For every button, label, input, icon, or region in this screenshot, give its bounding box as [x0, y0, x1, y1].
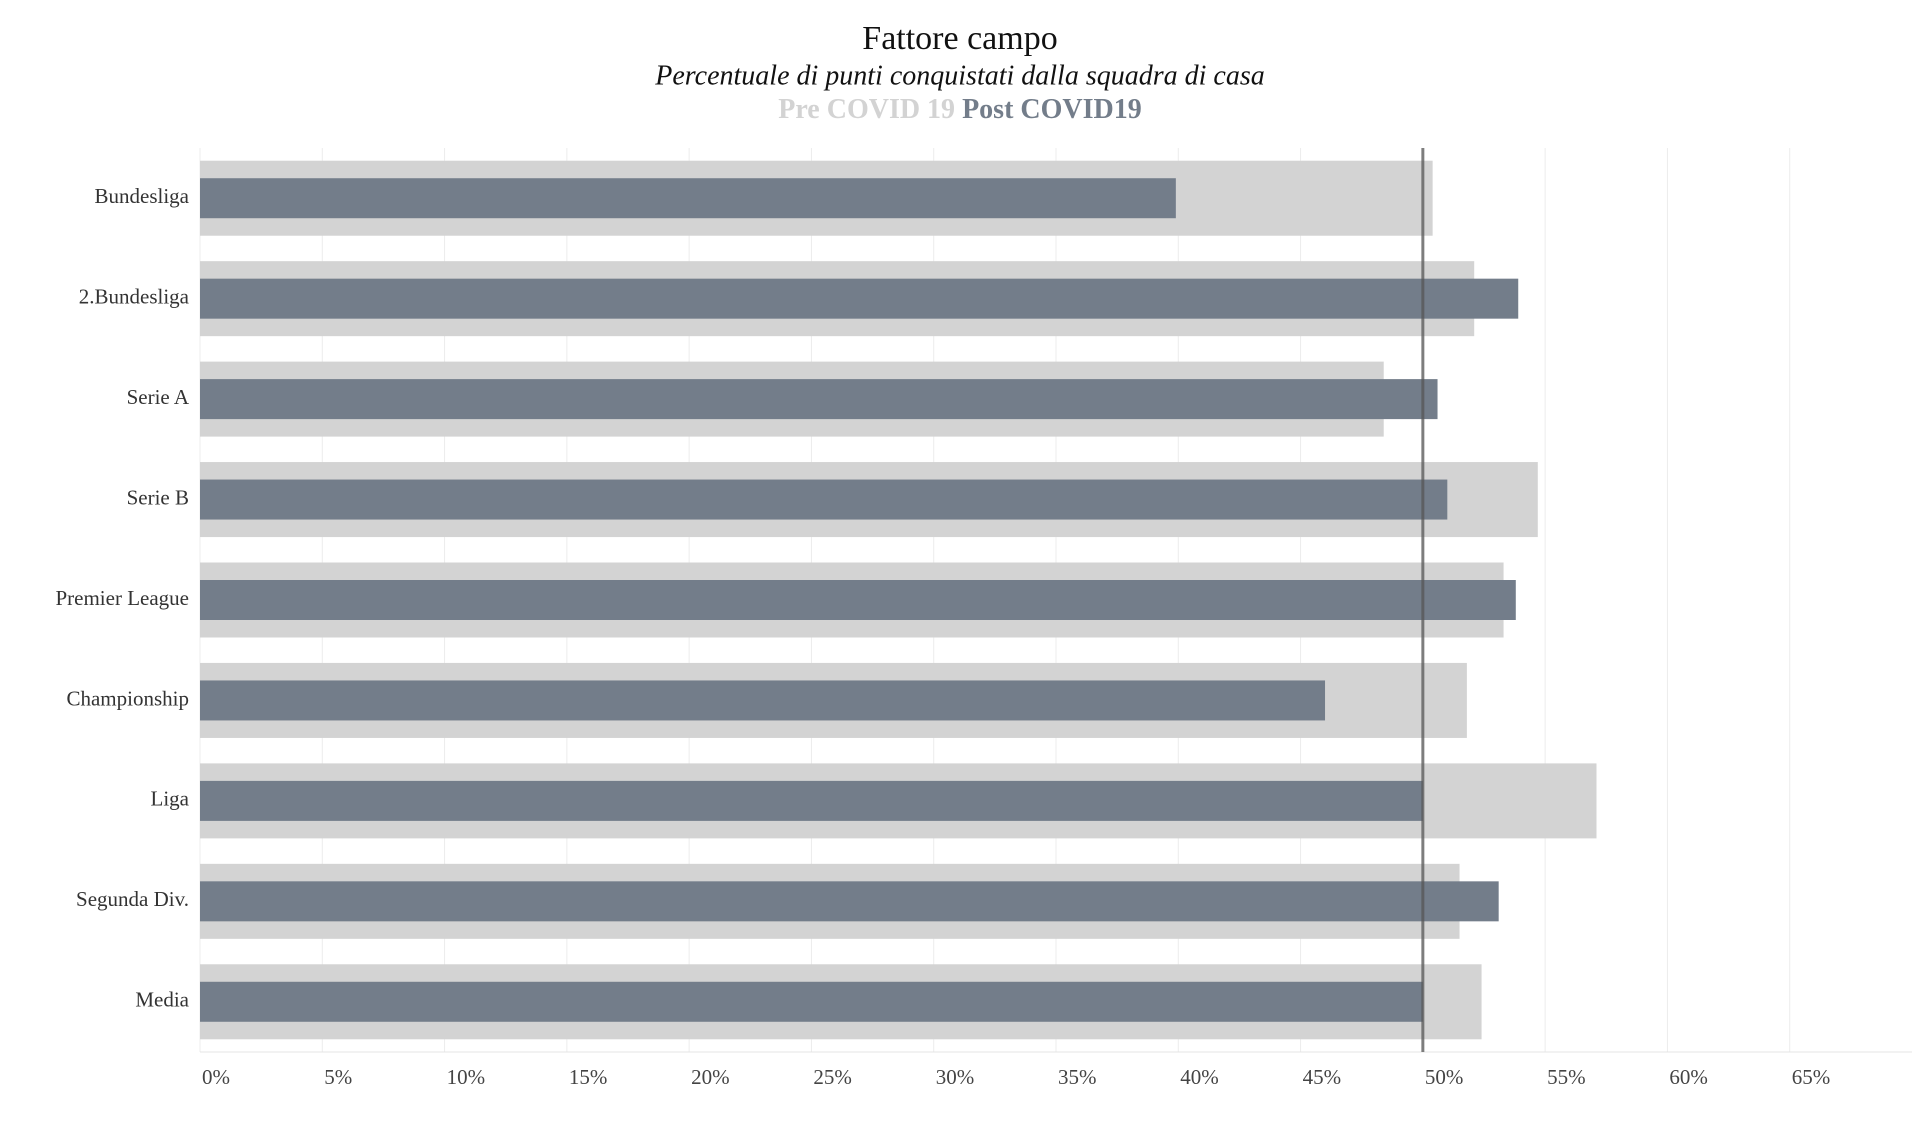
x-tick-label: 30%: [936, 1065, 975, 1089]
y-tick-label: Serie B: [127, 485, 189, 509]
bar: [200, 178, 1176, 219]
x-tick-label: 10%: [447, 1065, 486, 1089]
bar: [200, 278, 1519, 319]
x-tick-label: 5%: [324, 1065, 352, 1089]
chart-subtitle: Percentuale di punti conquistati dalla s…: [654, 60, 1264, 91]
x-tick-label: 0%: [202, 1065, 230, 1089]
y-tick-label: Media: [135, 988, 189, 1012]
x-tick-label: 45%: [1303, 1065, 1342, 1089]
bar: [200, 981, 1423, 1022]
x-tick-label: 25%: [813, 1065, 852, 1089]
y-tick-label: Premier League: [55, 586, 189, 610]
x-tick-label: 55%: [1547, 1065, 1586, 1089]
y-tick-label: Serie A: [127, 385, 190, 409]
x-tick-label: 65%: [1792, 1065, 1831, 1089]
x-tick-label: 40%: [1180, 1065, 1219, 1089]
y-tick-label: Segunda Div.: [76, 887, 189, 911]
chart-title: Fattore campo: [862, 20, 1057, 57]
x-tick-label: 15%: [569, 1065, 608, 1089]
bar: [200, 881, 1499, 922]
y-tick-label: 2.Bundesliga: [79, 284, 190, 308]
y-tick-label: Liga: [151, 787, 190, 811]
bar: [200, 780, 1423, 821]
bar: [200, 479, 1448, 520]
bar: [200, 680, 1326, 721]
legend-entry: Post COVID19: [962, 94, 1142, 125]
legend-entry: Pre COVID 19: [778, 94, 955, 125]
x-tick-label: 50%: [1425, 1065, 1464, 1089]
y-tick-label: Championship: [66, 686, 189, 710]
x-tick-label: 20%: [691, 1065, 730, 1089]
bar: [200, 580, 1516, 620]
legend: Pre COVID 19 Post COVID19: [778, 94, 1141, 125]
x-tick-label: 60%: [1669, 1065, 1708, 1089]
x-tick-label: 35%: [1058, 1065, 1097, 1089]
bar: [200, 379, 1438, 420]
y-tick-label: Bundesliga: [95, 184, 190, 208]
